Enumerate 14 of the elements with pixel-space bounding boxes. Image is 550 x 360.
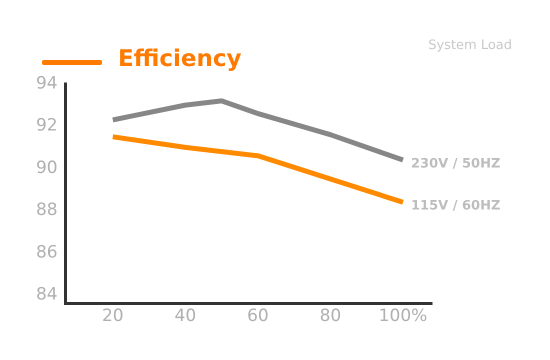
y-tick-label: 88 [36, 200, 58, 220]
series-label: 230V / 50HZ [410, 156, 500, 172]
x-tick-label: 20 [102, 306, 124, 326]
y-tick-label: 84 [36, 284, 58, 305]
series-label: 115V / 60HZ [410, 198, 500, 214]
x-tick-label: 40 [174, 306, 196, 326]
y-tick-label: 94 [36, 73, 58, 94]
chart-title: Efficiency [118, 46, 242, 72]
x-tick-label: 100% [378, 306, 428, 326]
x-tick-label: 80 [320, 306, 342, 326]
y-tick-label: 86 [36, 242, 58, 262]
y-tick-label: 90 [36, 158, 58, 178]
y-tick-label: 92 [36, 116, 58, 136]
x-tick-label: 60 [247, 306, 269, 326]
